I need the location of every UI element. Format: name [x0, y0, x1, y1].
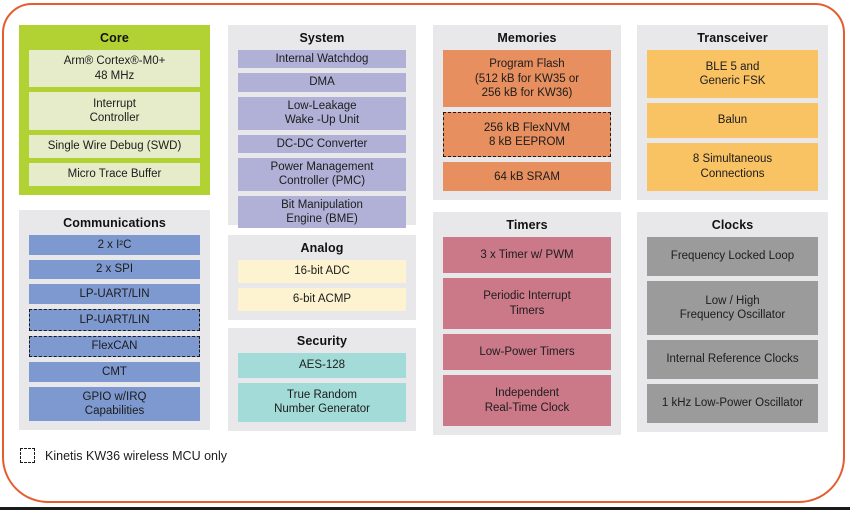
- section-clocks-title: Clocks: [711, 218, 754, 232]
- block-timer-pwm: 3 x Timer w/ PWM: [443, 237, 611, 274]
- section-timers: Timers 3 x Timer w/ PWM Periodic Interru…: [433, 212, 621, 435]
- block-rtc: Independent Real-Time Clock: [443, 375, 611, 426]
- section-system-title: System: [299, 31, 345, 45]
- section-analog-title: Analog: [300, 241, 344, 255]
- section-transceiver: Transceiver BLE 5 and Generic FSK Balun …: [637, 25, 828, 200]
- block-arm-cortex-m0: Arm® Cortex®-M0+ 48 MHz: [29, 50, 200, 88]
- block-lp-uart-lin-1: LP-UART/LIN: [29, 284, 200, 304]
- block-aes-128: AES-128: [238, 353, 406, 378]
- block-dma: DMA: [238, 73, 406, 92]
- diagram-border: [2, 3, 845, 503]
- legend-label: Kinetis KW36 wireless MCU only: [45, 448, 227, 463]
- block-interrupt-controller: Interrupt Controller: [29, 92, 200, 130]
- legend: Kinetis KW36 wireless MCU only: [20, 448, 227, 463]
- section-security-title: Security: [296, 334, 348, 348]
- screenshot-bottom-edge: [0, 507, 850, 510]
- block-bme: Bit Manipulation Engine (BME): [238, 195, 406, 229]
- section-transceiver-title: Transceiver: [697, 31, 768, 45]
- section-system: System Internal Watchdog DMA Low-Leakage…: [228, 25, 416, 229]
- block-1khz-oscillator: 1 kHz Low-Power Oscillator: [647, 383, 818, 423]
- section-clocks: Clocks Frequency Locked Loop Low / High …: [637, 212, 828, 432]
- section-analog: Analog 16-bit ADC 6-bit ACMP: [228, 235, 416, 320]
- block-sram: 64 kB SRAM: [443, 162, 611, 191]
- block-gpio-irq: GPIO w/IRQ Capabilities: [29, 386, 200, 421]
- dashed-box-icon: [20, 448, 35, 463]
- section-communications: Communications 2 x I²C 2 x SPI LP-UART/L…: [19, 210, 210, 430]
- block-ble5-fsk: BLE 5 and Generic FSK: [647, 50, 818, 99]
- block-trng: True Random Number Generator: [238, 382, 406, 422]
- block-cmt: CMT: [29, 362, 200, 382]
- block-low-power-timers: Low-Power Timers: [443, 334, 611, 371]
- block-program-flash: Program Flash (512 kB for KW35 or 256 kB…: [443, 50, 611, 108]
- block-adc: 16-bit ADC: [238, 260, 406, 283]
- section-timers-title: Timers: [506, 218, 548, 232]
- section-memories-title: Memories: [497, 31, 557, 45]
- section-communications-title: Communications: [63, 216, 166, 230]
- block-low-leakage-wakeup: Low-Leakage Wake -Up Unit: [238, 96, 406, 130]
- block-periodic-interrupt-timers: Periodic Interrupt Timers: [443, 278, 611, 329]
- block-simultaneous-connections: 8 Simultaneous Connections: [647, 142, 818, 191]
- block-balun: Balun: [647, 103, 818, 138]
- block-internal-reference-clocks: Internal Reference Clocks: [647, 339, 818, 379]
- section-core: Core Arm® Cortex®-M0+ 48 MHz Interrupt C…: [19, 25, 210, 195]
- block-single-wire-debug: Single Wire Debug (SWD): [29, 134, 200, 158]
- section-memories: Memories Program Flash (512 kB for KW35 …: [433, 25, 621, 200]
- section-core-title: Core: [100, 31, 129, 45]
- block-lp-uart-lin-2: LP-UART/LIN: [29, 308, 200, 331]
- block-fll: Frequency Locked Loop: [647, 237, 818, 277]
- block-spi: 2 x SPI: [29, 259, 200, 280]
- block-low-high-freq-oscillator: Low / High Frequency Oscillator: [647, 281, 818, 335]
- block-micro-trace-buffer: Micro Trace Buffer: [29, 162, 200, 186]
- section-security: Security AES-128 True Random Number Gene…: [228, 328, 416, 431]
- block-acmp: 6-bit ACMP: [238, 288, 406, 311]
- block-internal-watchdog: Internal Watchdog: [238, 50, 406, 69]
- block-i2c: 2 x I²C: [29, 235, 200, 255]
- block-pmc: Power Management Controller (PMC): [238, 157, 406, 191]
- block-flexnvm-eeprom: 256 kB FlexNVM 8 kB EEPROM: [443, 112, 611, 158]
- block-dcdc-converter: DC-DC Converter: [238, 134, 406, 153]
- block-flexcan: FlexCAN: [29, 335, 200, 358]
